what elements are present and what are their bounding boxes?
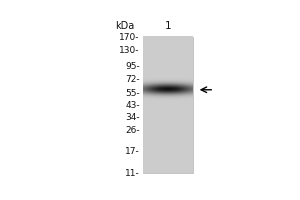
Text: 170-: 170- <box>119 33 140 42</box>
Text: 1: 1 <box>165 21 172 31</box>
Text: 17-: 17- <box>125 147 140 156</box>
Text: 34-: 34- <box>125 113 140 122</box>
Text: 43-: 43- <box>125 101 140 110</box>
Bar <box>143 37 193 173</box>
Text: 130-: 130- <box>119 46 140 55</box>
Text: 95-: 95- <box>125 62 140 71</box>
Text: 55-: 55- <box>125 89 140 98</box>
Text: 11-: 11- <box>125 169 140 178</box>
Text: 72-: 72- <box>125 75 140 84</box>
Text: 26-: 26- <box>125 126 140 135</box>
Text: kDa: kDa <box>115 21 134 31</box>
